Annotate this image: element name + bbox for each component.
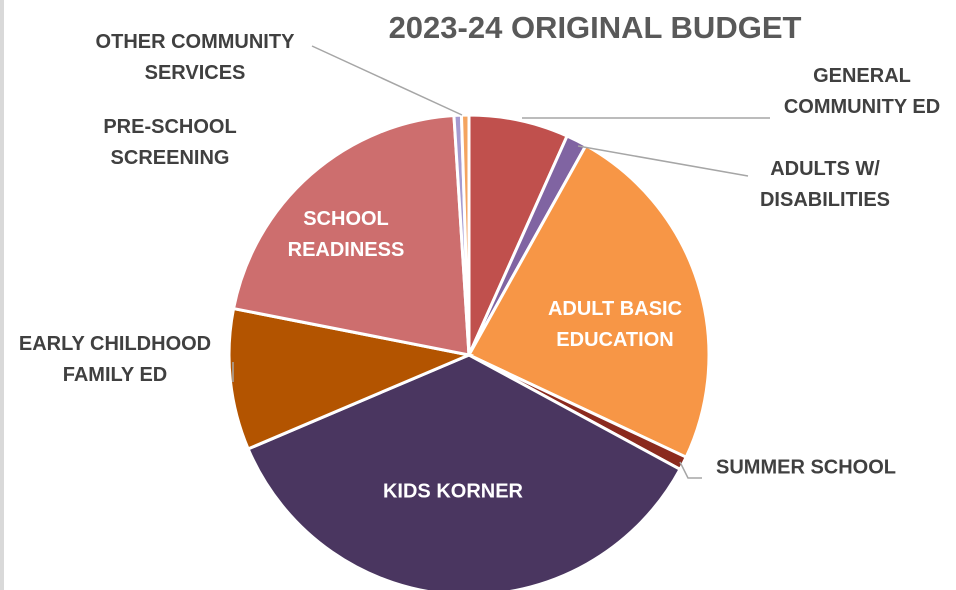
slice-label: ADULTS W/ DISABILITIES: [759, 158, 890, 211]
pie-slice: [246, 353, 683, 590]
slice-label: GENERAL COMMUNITY ED: [783, 65, 941, 118]
leader-lines: [232, 45, 770, 479]
slices: [227, 113, 711, 590]
slice-label: SUMMER SCHOOL: [716, 456, 896, 479]
pie-slice: [231, 113, 471, 357]
pie-slice: [466, 143, 711, 460]
chart-title: 2023-24 ORIGINAL BUDGET: [388, 10, 802, 45]
slice-label: KIDS KORNER: [382, 480, 523, 503]
slice-label: PRE-SCHOOL SCREENING: [103, 116, 237, 169]
leader-line: [577, 145, 749, 177]
slice-label: ADULT BASIC EDUCATION: [547, 298, 683, 351]
slice-label: EARLY CHILDHOOD FAMILY ED: [18, 333, 212, 386]
leader-line: [679, 461, 702, 479]
slice-label: SCHOOL READINESS: [287, 208, 405, 261]
leader-line: [311, 45, 463, 116]
edge: [0, 0, 4, 590]
slice-label: OTHER COMMUNITY SERVICES: [95, 31, 295, 84]
